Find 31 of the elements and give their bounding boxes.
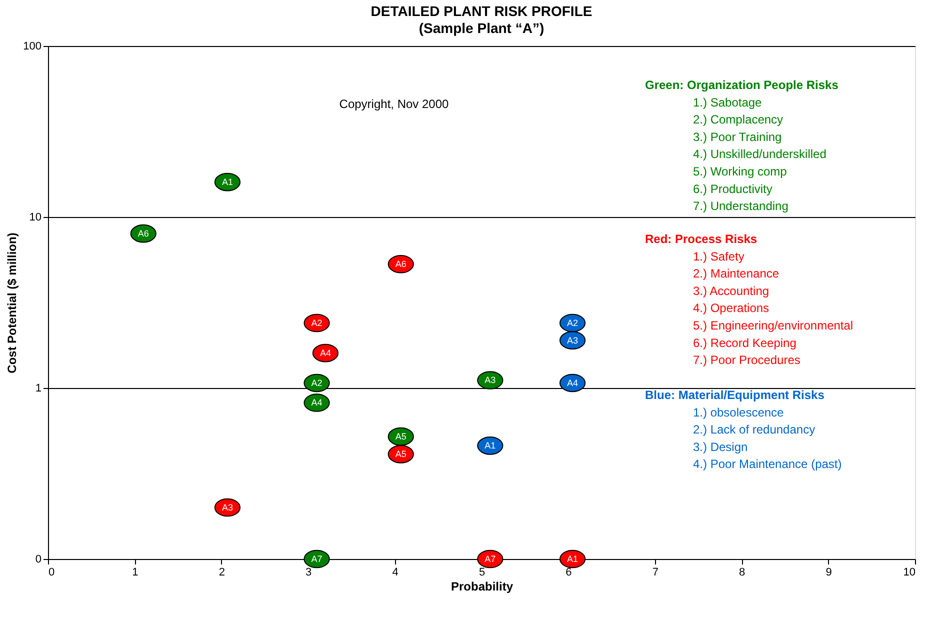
y-axis-title: Cost Potential ($ million) — [5, 232, 20, 374]
data-label: A7 — [311, 554, 322, 564]
y-tick-label: 100 — [23, 40, 42, 52]
x-tick-label: 0 — [48, 566, 55, 578]
y-tick-label: 1 — [35, 382, 42, 394]
chart-subtitle: (Sample Plant “A”) — [418, 20, 544, 36]
x-tick-label: 4 — [392, 566, 398, 578]
x-tick-label: 2 — [218, 566, 225, 578]
x-axis-title: Probability — [450, 580, 514, 594]
data-label: A6 — [138, 228, 149, 239]
x-tick-label: 8 — [739, 566, 746, 578]
x-tick-label: 1 — [132, 566, 138, 578]
data-label: A2 — [311, 318, 322, 328]
data-label: A6 — [395, 259, 406, 270]
data-label: A4 — [320, 348, 331, 358]
data-label: A2 — [311, 378, 322, 388]
text: Blue: Material/Equipment Risks 1.) obsolescence 2.) Lack of redundancy 3.) Design 4.) Poor Maintenance (past) — [645, 388, 842, 472]
x-tick-label: 6 — [566, 566, 572, 578]
data-label: A7 — [484, 554, 496, 564]
text: Red: Process Risks 1.) Safety 2.) Maintenance 3.) Accounting 4.) Operations 5.) Engineering/environmental 6.) Record Keeping 7.) Poor Procedures — [645, 232, 854, 368]
y-tick-label: 10 — [29, 212, 42, 224]
annotation: Copyright, Nov 2000 — [339, 97, 450, 111]
x-tick-label: 9 — [826, 566, 832, 578]
data-label: A5 — [395, 432, 406, 442]
x-tick-label: 3 — [306, 566, 312, 578]
y-tick-label: 0 — [35, 554, 42, 566]
x-tick-label: 10 — [903, 566, 916, 578]
text: Green: Organization People Risks 1.) Sabotage 2.) Complacency 3.) Poor Training 4.) Unskilled/underskilled 5.) Working comp 6.) Productivity 7.) Understanding — [645, 78, 839, 214]
x-tick-label: 5 — [478, 566, 486, 578]
x-tick-label: 7 — [652, 566, 658, 578]
chart-title: DETAILED PLANT RISK PROFILE — [370, 3, 592, 19]
